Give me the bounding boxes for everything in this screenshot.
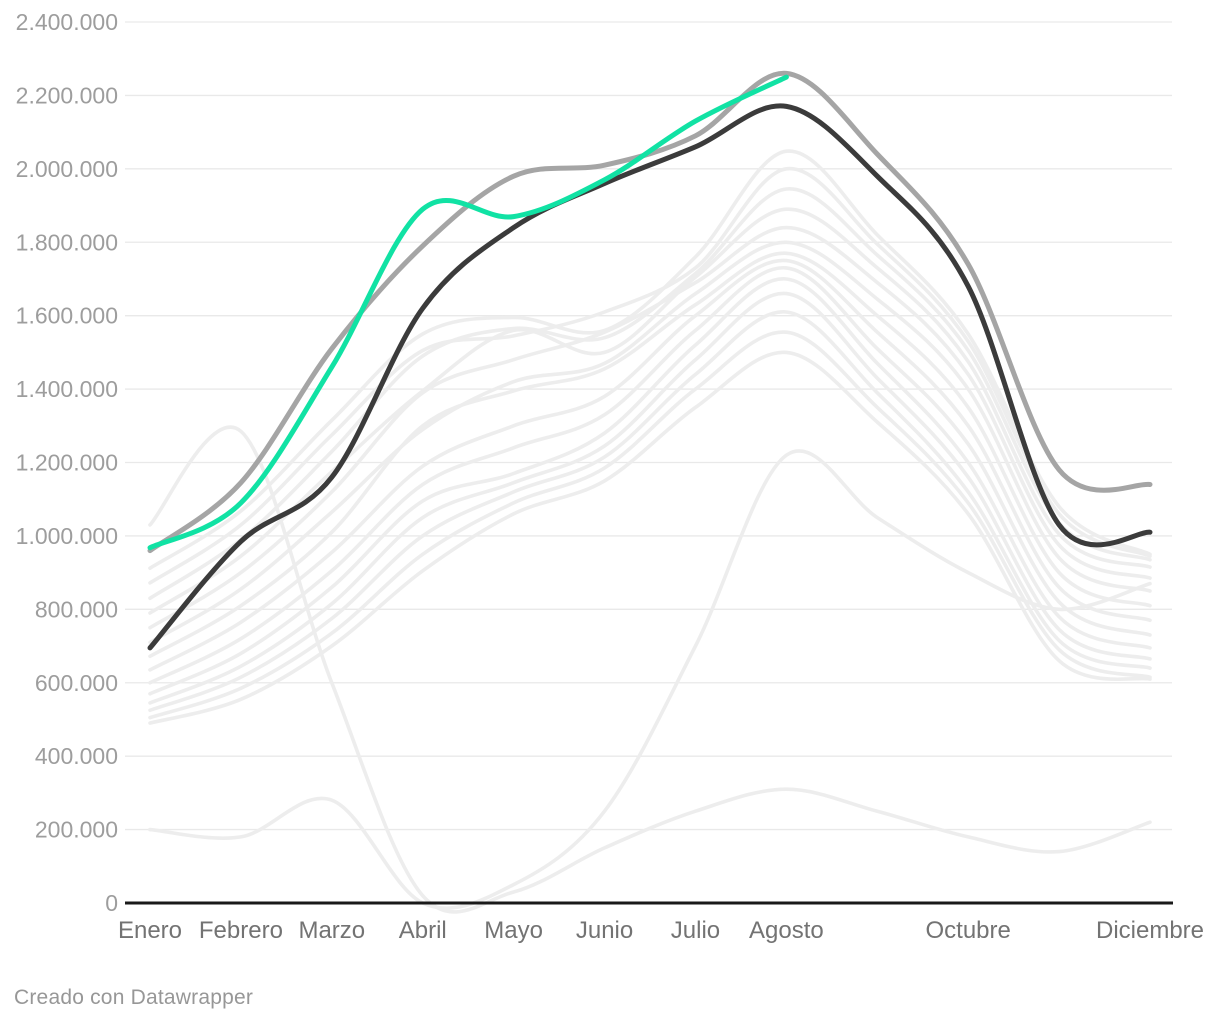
y-axis-tick-label: 200.000: [35, 817, 118, 843]
line-background-recovery-year: [148, 449, 1152, 911]
x-axis-month-label: Junio: [576, 917, 633, 944]
y-axis-tick-label: 1.000.000: [16, 523, 118, 549]
line-gray-reference-line: [147, 70, 1153, 554]
line-background-year-11: [148, 207, 1152, 615]
line-background-year-06: [148, 266, 1152, 685]
line-background-year-02: [148, 330, 1152, 720]
y-axis-tick-label: 0: [105, 890, 118, 916]
y-axis-tick-label: 1.400.000: [16, 376, 118, 402]
line-background-year-08: [148, 251, 1152, 659]
line-dark-reference-line: [147, 103, 1153, 651]
line-background-year-07: [148, 258, 1152, 672]
x-axis-month-label: Febrero: [199, 917, 283, 944]
line-background-year-04: [148, 291, 1152, 705]
line-green-highlight-line: [147, 74, 789, 551]
y-axis-tick-label: 2.400.000: [16, 9, 118, 35]
y-axis-tick-label: 800.000: [35, 596, 118, 622]
y-axis-tick-label: 1.800.000: [16, 229, 118, 255]
x-axis-month-label: Julio: [671, 917, 720, 944]
x-axis-month-label: Abril: [399, 917, 447, 944]
y-axis-tick-label: 600.000: [35, 670, 118, 696]
y-axis-tick-label: 2.000.000: [16, 156, 118, 182]
line-background-crash-year: [148, 425, 1152, 914]
x-axis-month-label: Mayo: [484, 917, 543, 944]
line-background-year-10: [148, 225, 1152, 630]
line-background-year-12: [148, 187, 1152, 601]
line-background-year-09: [148, 240, 1152, 645]
x-axis-month-label: Agosto: [749, 917, 824, 944]
line-background-year-03: [148, 310, 1152, 713]
line-background-year-01: [148, 350, 1152, 725]
x-axis-month-label: Marzo: [298, 917, 365, 944]
y-axis-tick-label: 400.000: [35, 743, 118, 769]
y-axis-tick-label: 1.200.000: [16, 450, 118, 476]
x-axis-month-label: Enero: [118, 917, 182, 944]
y-axis-tick-label: 1.600.000: [16, 303, 118, 329]
x-axis-month-label: Octubre: [925, 917, 1010, 944]
y-axis-tick-label: 2.200.000: [16, 82, 118, 108]
line-background-year-14: [148, 149, 1152, 570]
attribution-text: Creado con Datawrapper: [14, 986, 254, 1009]
x-axis-month-label: Diciembre: [1096, 917, 1204, 944]
line-background-year-05: [148, 277, 1152, 696]
line-background-year-13: [148, 166, 1152, 585]
